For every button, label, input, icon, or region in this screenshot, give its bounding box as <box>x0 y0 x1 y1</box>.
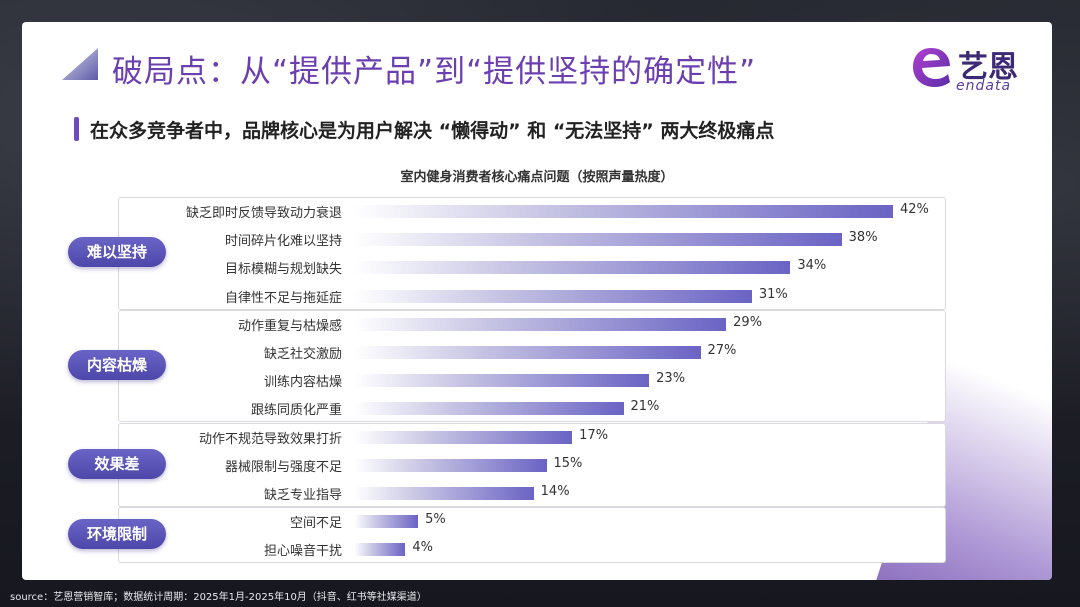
title-triangle-icon <box>62 48 98 80</box>
category-label: 缺乏即时反馈导致动力衰退 <box>185 206 342 221</box>
data-label: 38% <box>848 230 878 246</box>
category-label: 动作不规范导致效果打折 <box>198 431 342 447</box>
bar <box>354 317 727 331</box>
bar <box>354 458 547 472</box>
category-label: 训练内容枯燥 <box>263 375 342 391</box>
category-label: 器械限制与强度不足 <box>224 459 342 475</box>
category-label: 缺乏社交激励 <box>263 347 342 362</box>
category-label: 缺乏专业指导 <box>263 488 342 503</box>
bar <box>354 543 406 557</box>
group-label: 内容枯燥 <box>68 350 166 381</box>
group-label: 难以坚持 <box>68 237 166 268</box>
bar <box>354 289 752 303</box>
endata-logo-icon <box>913 48 950 87</box>
data-label: 31% <box>758 286 788 302</box>
bar <box>354 402 624 416</box>
bar <box>354 205 893 218</box>
bar <box>354 346 701 359</box>
group-label: 效果差 <box>68 448 166 479</box>
bar <box>354 515 419 529</box>
subtitle-accent-bar <box>74 117 79 141</box>
category-label: 自律性不足与拖延症 <box>224 290 342 306</box>
data-label: 4% <box>412 540 433 556</box>
group-box <box>118 507 946 564</box>
category-label: 空间不足 <box>289 516 342 532</box>
data-label: 42% <box>900 202 929 217</box>
source-footnote: source：艺恩营销智库；数据统计周期：2025年1月-2025年10月（抖音… <box>10 592 427 603</box>
category-label: 担心噪音干扰 <box>263 544 342 560</box>
logo-text-en: endata <box>956 78 1012 94</box>
page-subtitle: 在众多竞争者中，品牌核心是为用户解决 “懒得动” 和 “无法坚持” 两大终极痛点 <box>90 120 775 142</box>
bar <box>354 374 650 388</box>
group-label: 环境限制 <box>68 519 166 550</box>
data-label: 34% <box>797 258 827 274</box>
category-label: 跟练同质化严重 <box>250 403 342 419</box>
data-label: 27% <box>707 343 737 358</box>
category-label: 动作重复与枯燥感 <box>237 318 342 334</box>
data-label: 5% <box>425 512 446 528</box>
data-label: 29% <box>733 314 763 330</box>
category-label: 时间碎片化难以坚持 <box>224 234 342 250</box>
page-title: 破局点：从“提供产品”到“提供坚持的确定性” <box>112 54 757 90</box>
logo-text-cn: 艺恩 <box>958 50 1018 85</box>
bar <box>354 430 573 444</box>
data-label: 23% <box>656 371 686 387</box>
data-label: 17% <box>579 427 609 443</box>
data-label: 15% <box>553 455 583 471</box>
data-label: 21% <box>630 399 660 415</box>
bar <box>354 261 791 275</box>
endata-logo: 艺恩 endata <box>908 42 1038 96</box>
data-label: 14% <box>540 484 570 499</box>
slide-card: 破局点：从“提供产品”到“提供坚持的确定性” 艺恩 endata 在众多竞争者中… <box>22 22 1052 580</box>
bar <box>354 487 534 500</box>
chart-title: 室内健身消费者核心痛点问题（按照声量热度） <box>400 170 674 185</box>
bar <box>354 233 842 247</box>
category-label: 目标模糊与规划缺失 <box>224 262 342 278</box>
